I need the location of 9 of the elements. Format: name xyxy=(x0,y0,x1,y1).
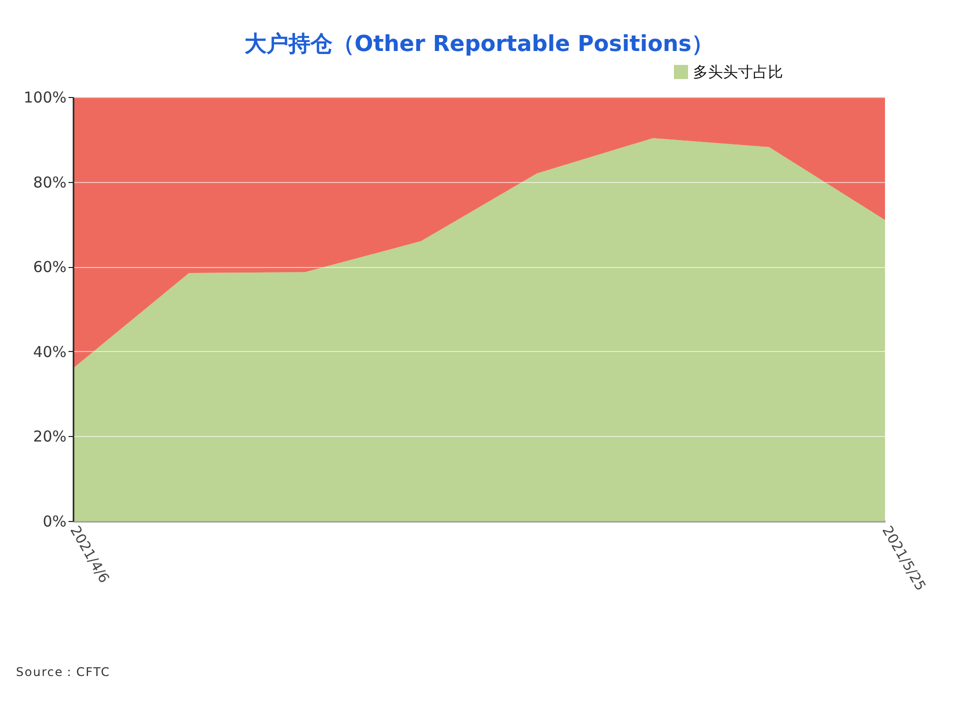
y-tick-label: 60% xyxy=(33,258,66,276)
source-note: Source：CFTC xyxy=(16,664,110,681)
y-tick-label: 100% xyxy=(24,88,66,106)
y-tick-label: 20% xyxy=(33,428,66,446)
y-tick-label: 80% xyxy=(33,173,66,192)
y-tick-label: 0% xyxy=(42,512,66,530)
legend-label: 多头头寸占比 xyxy=(693,63,783,81)
chart-title: 大户持仓（Other Reportable Positions） xyxy=(244,31,714,57)
y-tick-label: 40% xyxy=(33,342,66,361)
